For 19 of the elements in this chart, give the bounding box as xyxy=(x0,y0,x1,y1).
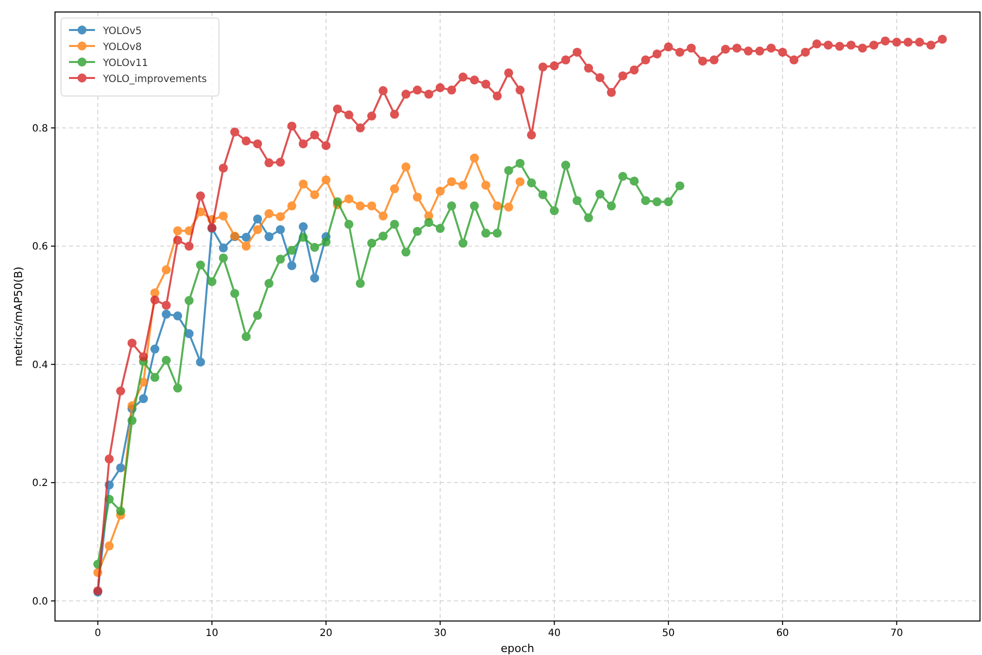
y-tick-label: 0.4 xyxy=(32,360,48,371)
x-tick-label: 20 xyxy=(320,628,332,639)
legend-label: YOLOv5 xyxy=(102,26,142,37)
legend-label: YOLOv8 xyxy=(102,42,142,53)
x-tick-label: 50 xyxy=(662,628,675,639)
x-tick-label: 10 xyxy=(206,628,218,639)
y-axis-title: metrics/mAP50(B) xyxy=(12,266,25,366)
x-axis-title: epoch xyxy=(500,642,534,655)
y-tick-label: 0.8 xyxy=(32,123,48,134)
x-tick-label: 30 xyxy=(434,628,447,639)
y-tick-label: 0.2 xyxy=(32,478,48,490)
x-tick-label: 70 xyxy=(890,628,904,639)
x-tick-label: 40 xyxy=(548,628,561,639)
y-tick-label: 0.6 xyxy=(32,242,48,253)
legend-label: YOLO_improvements xyxy=(102,74,207,85)
y-tick-label: 0.0 xyxy=(32,596,48,608)
legend-label: YOLOv11 xyxy=(102,58,148,69)
x-tick-label: 60 xyxy=(776,628,789,639)
x-tick-label: 0 xyxy=(94,628,101,639)
